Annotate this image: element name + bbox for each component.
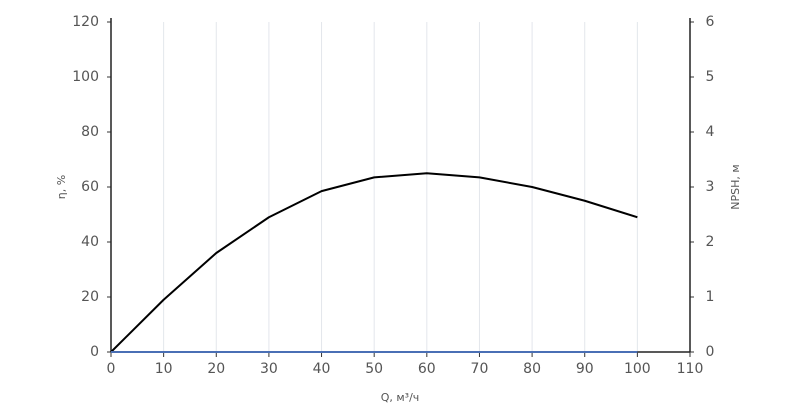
y2-tick-label: 2 xyxy=(706,234,715,250)
y2-tick-label: 6 xyxy=(706,14,715,30)
x-tick-label: 0 xyxy=(107,361,116,377)
y2-tick-label: 4 xyxy=(706,124,715,140)
y2-tick-label: 3 xyxy=(706,179,715,195)
y-tick-label: 100 xyxy=(72,69,99,85)
y-tick-label: 80 xyxy=(81,124,99,140)
x-tick-label: 30 xyxy=(260,361,278,377)
x-tick-label: 70 xyxy=(471,361,489,377)
x-tick-label: 80 xyxy=(523,361,541,377)
x-tick-label: 90 xyxy=(576,361,594,377)
y2-tick-label: 1 xyxy=(706,289,715,305)
x-tick-label: 110 xyxy=(677,361,704,377)
y2-tick-label: 5 xyxy=(706,69,715,85)
x-tick-label: 20 xyxy=(207,361,225,377)
y-tick-label: 60 xyxy=(81,179,99,195)
y-tick-label: 20 xyxy=(81,289,99,305)
x-tick-label: 50 xyxy=(365,361,383,377)
y-tick-label: 40 xyxy=(81,234,99,250)
y-axis-label: η, % xyxy=(55,175,68,199)
x-axis-label: Q, м³/ч xyxy=(381,391,420,404)
y2-tick-label: 0 xyxy=(706,344,715,360)
series-line xyxy=(110,172,638,353)
y-tick-label: 0 xyxy=(90,344,99,360)
y2-axis-label: NPSH, м xyxy=(729,164,742,209)
y-tick-label: 120 xyxy=(72,14,99,30)
x-tick-label: 40 xyxy=(313,361,331,377)
x-tick-label: 100 xyxy=(624,361,651,377)
x-tick-label: 10 xyxy=(155,361,173,377)
x-tick-label: 60 xyxy=(418,361,436,377)
